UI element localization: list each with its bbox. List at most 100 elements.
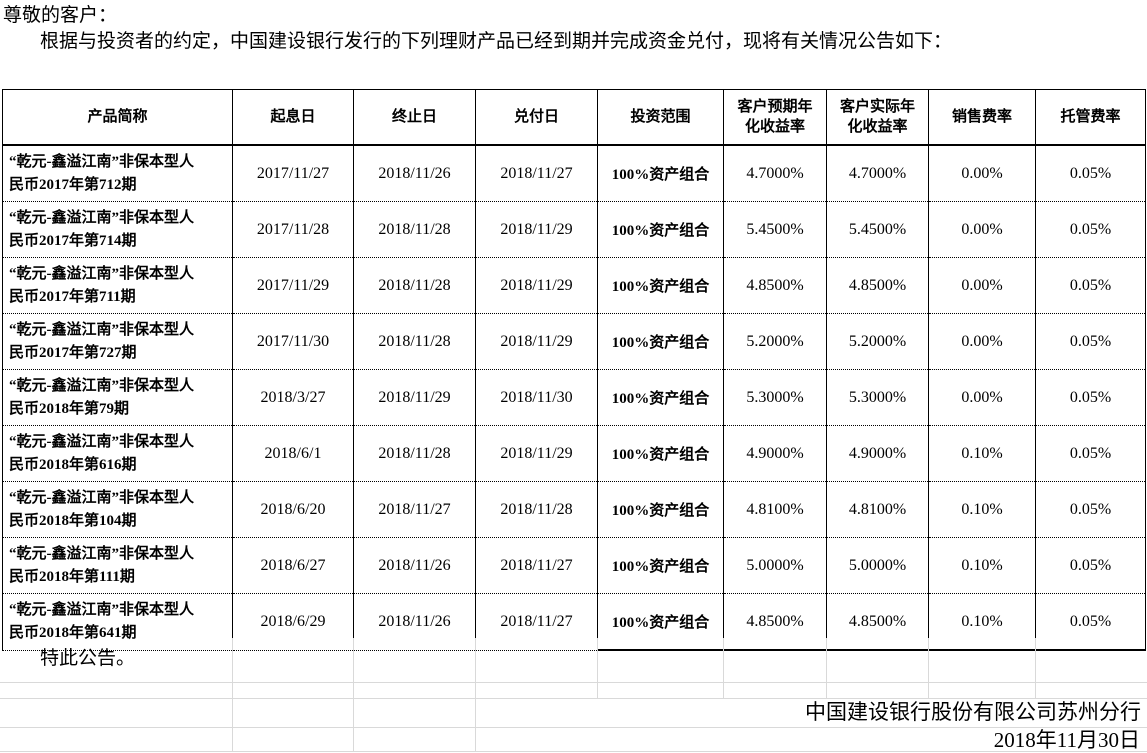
table-cell: 2017/11/27 bbox=[232, 144, 354, 202]
table-cell: 2018/6/1 bbox=[232, 425, 354, 482]
header-cell: 托管费率 bbox=[1035, 89, 1146, 146]
table-cell: 0.10% bbox=[928, 425, 1036, 482]
table-cell: 0.00% bbox=[928, 369, 1036, 426]
table-cell: 2018/6/29 bbox=[232, 593, 354, 651]
gridline-horizontal bbox=[0, 751, 1147, 752]
table-cell: “乾元-鑫溢江南”非保本型人 民币2017年第727期 bbox=[2, 313, 233, 370]
table-cell: 4.7000% bbox=[723, 144, 827, 202]
table-cell: 4.7000% bbox=[826, 144, 929, 202]
header-cell: 终止日 bbox=[353, 89, 476, 146]
table-cell: 0.10% bbox=[928, 537, 1036, 594]
table-cell: 0.00% bbox=[928, 144, 1036, 202]
table-cell: “乾元-鑫溢江南”非保本型人 民币2017年第714期 bbox=[2, 201, 233, 258]
table-cell: 0.00% bbox=[928, 201, 1036, 258]
table-row: “乾元-鑫溢江南”非保本型人 民币2017年第711期 2017/11/29 201… bbox=[2, 257, 1146, 314]
issue-date: 2018年11月30日 bbox=[993, 728, 1140, 752]
table-cell: 4.8100% bbox=[826, 481, 929, 538]
gridline-vertical bbox=[232, 638, 233, 751]
header-row: 产品简称 起息日 终止日 兑付日 投资范围 客户预期年 化收益率 客户实际年 化收益率 销售费… bbox=[2, 89, 1146, 146]
table-cell: 0.05% bbox=[1035, 425, 1146, 482]
table-cell: 0.05% bbox=[1035, 257, 1146, 314]
table-cell: 4.8500% bbox=[723, 257, 827, 314]
header-cell: 投资范围 bbox=[597, 89, 724, 146]
table-cell: 100%资产组合 bbox=[597, 593, 724, 651]
table-cell: 2018/11/29 bbox=[475, 201, 598, 258]
table-cell: 5.4500% bbox=[826, 201, 929, 258]
table-cell: 2018/11/27 bbox=[475, 593, 598, 651]
table-row: “乾元-鑫溢江南”非保本型人 民币2018年第111期 2018/6/27 2018… bbox=[2, 537, 1146, 594]
table-cell: 0.05% bbox=[1035, 369, 1146, 426]
table-cell: 0.05% bbox=[1035, 481, 1146, 538]
table-cell: 100%资产组合 bbox=[597, 257, 724, 314]
table-cell: 5.3000% bbox=[723, 369, 827, 426]
table-row: “乾元-鑫溢江南”非保本型人 民币2017年第712期 2017/11/27 201… bbox=[2, 144, 1146, 202]
table-cell: 0.05% bbox=[1035, 537, 1146, 594]
table-cell: 4.8500% bbox=[826, 593, 929, 651]
intro-paragraph: 根据与投资者的约定，中国建设银行发行的下列理财产品已经到期并完成资金兑付，现将有… bbox=[40, 31, 953, 52]
table-cell: 2018/11/28 bbox=[353, 201, 476, 258]
table-cell: “乾元-鑫溢江南”非保本型人 民币2017年第712期 bbox=[2, 144, 233, 202]
table-cell: 2018/11/26 bbox=[353, 593, 476, 651]
header-cell: 销售费率 bbox=[928, 89, 1036, 146]
table-cell: 4.9000% bbox=[723, 425, 827, 482]
table-cell: 4.9000% bbox=[826, 425, 929, 482]
table-cell: 2018/11/26 bbox=[353, 144, 476, 202]
table-cell: 2018/3/27 bbox=[232, 369, 354, 426]
table-cell: 5.2000% bbox=[723, 313, 827, 370]
table-row: “乾元-鑫溢江南”非保本型人 民币2017年第727期 2017/11/30 201… bbox=[2, 313, 1146, 370]
header-cell: 产品简称 bbox=[2, 89, 233, 146]
table-cell: 0.10% bbox=[928, 481, 1036, 538]
table-cell: 100%资产组合 bbox=[597, 481, 724, 538]
table-cell: “乾元-鑫溢江南”非保本型人 民币2018年第616期 bbox=[2, 425, 233, 482]
gridline-vertical bbox=[597, 638, 598, 698]
table-cell: 2018/11/27 bbox=[353, 481, 476, 538]
table-cell: 2018/11/26 bbox=[353, 537, 476, 594]
table-cell: 100%资产组合 bbox=[597, 144, 724, 202]
table-cell: 100%资产组合 bbox=[597, 201, 724, 258]
issuer-signature: 中国建设银行股份有限公司苏州分行 bbox=[805, 700, 1141, 724]
table-row: “乾元-鑫溢江南”非保本型人 民币2018年第79期 2018/3/27 2018/… bbox=[2, 369, 1146, 426]
table-cell: 2018/11/29 bbox=[353, 369, 476, 426]
table-cell: 2018/11/30 bbox=[475, 369, 598, 426]
closing-note: 特此公告。 bbox=[40, 648, 136, 669]
header-cell: 起息日 bbox=[232, 89, 354, 146]
table-cell: 2018/11/29 bbox=[475, 425, 598, 482]
table-cell: “乾元-鑫溢江南”非保本型人 民币2018年第79期 bbox=[2, 369, 233, 426]
table-cell: 0.05% bbox=[1035, 313, 1146, 370]
table-cell: 2017/11/30 bbox=[232, 313, 354, 370]
gridline-vertical bbox=[826, 638, 827, 698]
table-cell: 4.8100% bbox=[723, 481, 827, 538]
table-cell: 5.0000% bbox=[723, 537, 827, 594]
gridline-vertical bbox=[1035, 638, 1036, 698]
gridline-vertical bbox=[475, 638, 476, 751]
table-cell: 0.05% bbox=[1035, 144, 1146, 202]
table-cell: 2018/11/27 bbox=[475, 537, 598, 594]
table-cell: 2018/11/27 bbox=[475, 144, 598, 202]
table-cell: “乾元-鑫溢江南”非保本型人 民币2018年第111期 bbox=[2, 537, 233, 594]
table-cell: 5.3000% bbox=[826, 369, 929, 426]
table-cell: “乾元-鑫溢江南”非保本型人 民币2017年第711期 bbox=[2, 257, 233, 314]
table-cell: 2018/11/28 bbox=[353, 257, 476, 314]
table-cell: 2018/11/28 bbox=[353, 313, 476, 370]
table-row: “乾元-鑫溢江南”非保本型人 民币2017年第714期 2017/11/28 201… bbox=[2, 201, 1146, 258]
gridline-horizontal bbox=[0, 698, 1147, 699]
table-cell: 0.05% bbox=[1035, 201, 1146, 258]
table-cell: 2018/6/20 bbox=[232, 481, 354, 538]
table-cell: 100%资产组合 bbox=[597, 425, 724, 482]
table-cell: 5.2000% bbox=[826, 313, 929, 370]
table-row: “乾元-鑫溢江南”非保本型人 民币2018年第616期 2018/6/1 2018/… bbox=[2, 425, 1146, 482]
table-cell: 5.0000% bbox=[826, 537, 929, 594]
table-cell: 0.00% bbox=[928, 257, 1036, 314]
gridline-horizontal bbox=[0, 682, 1147, 683]
salutation: 尊敬的客户： bbox=[3, 5, 118, 26]
table-row: “乾元-鑫溢江南”非保本型人 民币2018年第104期 2018/6/20 2018… bbox=[2, 481, 1146, 538]
header-cell: 客户预期年 化收益率 bbox=[723, 89, 827, 146]
gridline-vertical bbox=[723, 638, 724, 698]
table-cell: “乾元-鑫溢江南”非保本型人 民币2018年第104期 bbox=[2, 481, 233, 538]
table-cell: 2018/11/29 bbox=[475, 257, 598, 314]
products-table: 产品简称 起息日 终止日 兑付日 投资范围 客户预期年 化收益率 客户实际年 化收益率 销售费… bbox=[2, 89, 1146, 651]
table-cell: 4.8500% bbox=[723, 593, 827, 651]
table-cell: 2017/11/29 bbox=[232, 257, 354, 314]
table-cell: 0.05% bbox=[1035, 593, 1146, 651]
